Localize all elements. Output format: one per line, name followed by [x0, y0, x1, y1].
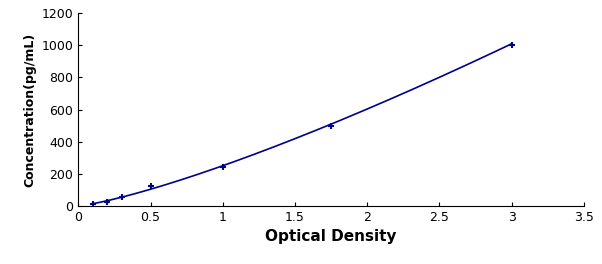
- Y-axis label: Concentration(pg/mL): Concentration(pg/mL): [23, 32, 36, 187]
- X-axis label: Optical Density: Optical Density: [265, 229, 397, 244]
